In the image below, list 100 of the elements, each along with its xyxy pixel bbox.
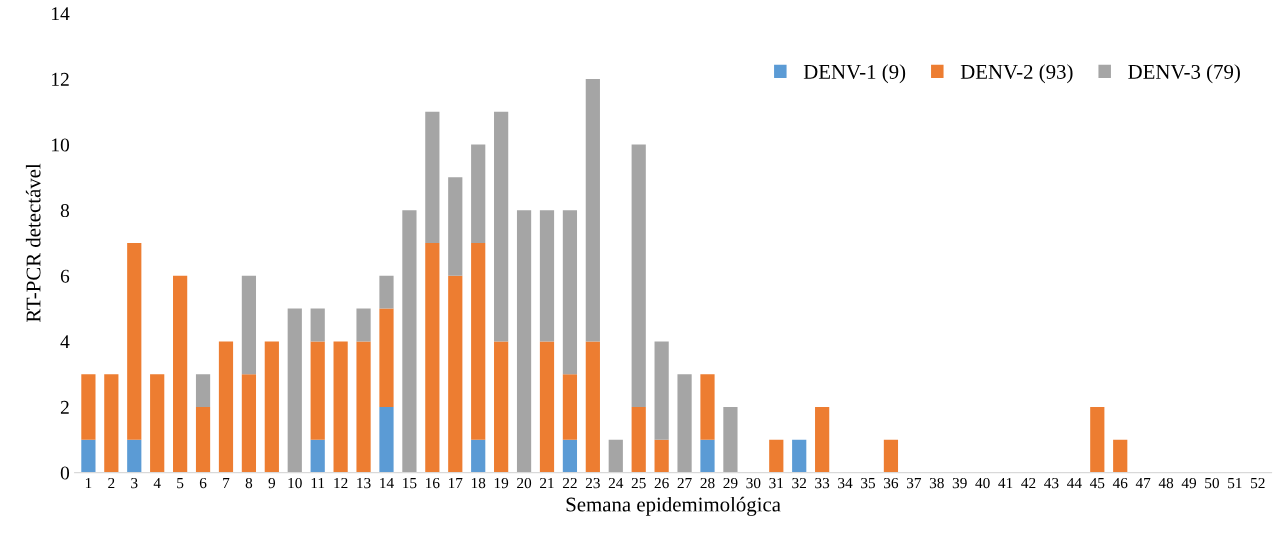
bar: [81, 374, 96, 440]
x-tick-label: 18: [471, 477, 486, 489]
bar: [241, 374, 257, 473]
y-axis-title: RT-PCR detectável: [25, 163, 41, 323]
y-tick-label: 2: [60, 400, 69, 414]
x-tick-label: 52: [1251, 477, 1265, 489]
x-tick-label: 50: [1205, 477, 1219, 489]
bar: [402, 210, 417, 473]
bar: [356, 341, 371, 473]
x-tick-label: 29: [723, 477, 738, 489]
x-tick-label: 7: [223, 478, 230, 489]
bar: [608, 439, 623, 473]
x-tick-label: 13: [357, 477, 371, 489]
x-tick-label: 9: [268, 477, 276, 489]
bar: [769, 439, 784, 473]
bar: [654, 439, 669, 473]
bar: [218, 341, 234, 473]
bar: [379, 406, 394, 473]
bar: [539, 341, 555, 473]
bar: [562, 374, 578, 440]
x-tick-label: 31: [769, 477, 784, 489]
x-tick-label: 41: [998, 477, 1013, 489]
legend-label: DENV-1 (9): [803, 64, 906, 84]
y-tick-label: 12: [52, 72, 69, 86]
x-tick-label: 26: [654, 477, 669, 489]
bar: [654, 341, 669, 440]
legend-label: DENV-2 (93): [960, 64, 1073, 84]
bar: [815, 406, 830, 473]
legend-label: DENV-3 (79): [1128, 64, 1240, 84]
x-tick-label: 47: [1135, 478, 1151, 489]
x-tick-label: 22: [562, 477, 577, 489]
x-tick-label: 28: [700, 477, 715, 489]
x-tick-label: 48: [1158, 477, 1174, 489]
x-tick-label: 2: [108, 477, 115, 489]
x-tick-label: 36: [884, 477, 899, 489]
bar: [150, 374, 165, 473]
x-tick-label: 39: [952, 477, 967, 489]
bar: [448, 177, 463, 276]
x-tick-label: 14: [380, 477, 394, 489]
bar: [1090, 406, 1105, 473]
x-tick-label: 21: [540, 477, 554, 489]
x-tick-label: 6: [199, 477, 207, 489]
bar: [516, 210, 532, 473]
x-tick-label: 45: [1089, 478, 1105, 489]
bar: [562, 439, 578, 473]
bar: [264, 341, 279, 473]
bar: [631, 144, 646, 407]
bar: [127, 439, 142, 473]
x-tick-label: 1: [85, 477, 92, 489]
bar: [287, 308, 302, 473]
x-tick-label: 25: [631, 477, 646, 489]
bar: [494, 341, 509, 473]
bar: [700, 374, 715, 440]
bar: [585, 341, 600, 473]
x-tick-label: 42: [1021, 477, 1036, 489]
x-tick-label: 27: [677, 477, 692, 489]
bar: [562, 210, 578, 375]
x-tick-label: 17: [448, 477, 463, 489]
x-tick-label: 49: [1181, 477, 1197, 489]
x-tick-label: 43: [1044, 477, 1059, 489]
x-tick-label: 3: [131, 477, 138, 489]
x-tick-label: 44: [1067, 478, 1082, 489]
bar: [539, 210, 555, 342]
bar: [379, 308, 394, 407]
y-tick-label: 0: [60, 466, 70, 480]
bar: [883, 439, 899, 473]
x-tick-label: 33: [815, 477, 830, 489]
x-tick-label: 24: [608, 477, 624, 489]
y-tick-label: 6: [60, 269, 70, 283]
bar: [173, 275, 188, 473]
bar: [425, 242, 440, 473]
y-tick-label: 10: [52, 138, 70, 152]
bar: [195, 374, 211, 407]
x-tick-label: 5: [177, 478, 184, 489]
bar: [425, 111, 440, 243]
x-tick-label: 35: [861, 477, 876, 489]
x-tick-label: 38: [929, 477, 944, 489]
y-tick-label: 4: [60, 335, 70, 349]
x-tick-label: 46: [1112, 477, 1128, 489]
bar: [195, 406, 211, 473]
bar: [471, 242, 486, 440]
bar: [241, 275, 257, 375]
bar: [700, 439, 715, 473]
x-tick-label: 19: [494, 477, 509, 489]
bar: [127, 242, 142, 440]
bar: [310, 439, 325, 473]
y-tick-label: 14: [52, 7, 70, 21]
x-tick-label: 23: [585, 477, 600, 489]
bar: [310, 341, 325, 440]
bar: [379, 275, 394, 309]
bar: [494, 111, 509, 342]
bar: [356, 308, 371, 342]
bar: [471, 439, 486, 473]
x-axis-title: Semana epidemimológica: [566, 496, 781, 516]
x-tick-label: 34: [838, 477, 853, 489]
bar: [631, 406, 646, 473]
x-tick-label: 40: [975, 477, 990, 489]
bar: [471, 144, 486, 243]
x-tick-label: 32: [792, 477, 807, 489]
bar: [448, 275, 463, 473]
